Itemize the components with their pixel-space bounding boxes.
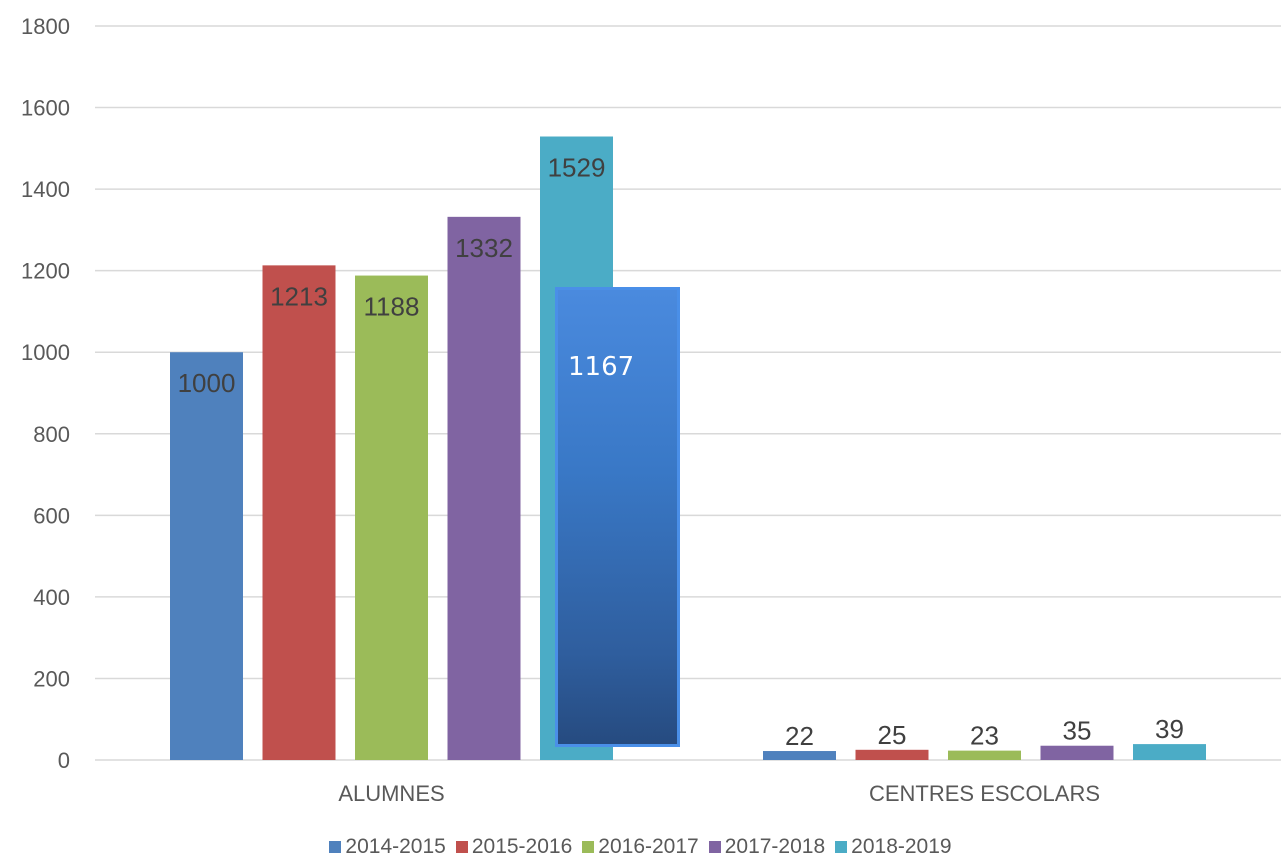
legend-swatch <box>708 841 721 853</box>
x-axis: ALUMNES CENTRES ESCOLARS <box>338 781 1100 806</box>
data-label: 39 <box>1155 714 1184 744</box>
y-tick-label: 400 <box>33 585 70 610</box>
data-label: 1213 <box>270 281 328 311</box>
legend-label: 2015-2016 <box>471 835 573 858</box>
legend-item: 2014-2015 <box>329 835 446 859</box>
y-tick-label: 0 <box>58 748 70 773</box>
legend-swatch <box>455 841 468 853</box>
legend-swatch <box>582 841 595 853</box>
y-tick-label: 1200 <box>21 259 70 284</box>
category-label: ALUMNES <box>338 781 444 806</box>
y-tick-label: 800 <box>33 422 70 447</box>
bar-2017-2018 <box>447 216 521 761</box>
data-label: 1332 <box>455 233 513 263</box>
legend-swatch <box>329 841 342 853</box>
data-label: 1188 <box>364 292 420 322</box>
data-label: 35 <box>1063 716 1092 746</box>
data-label: 25 <box>878 720 907 750</box>
legend-label: 2018-2019 <box>851 835 952 858</box>
bar-2015-2016 <box>855 749 929 760</box>
highlighted-value-label: 1167 <box>568 352 635 382</box>
y-tick-label: 200 <box>33 666 70 691</box>
bar-2016-2017 <box>355 275 428 760</box>
data-label: 22 <box>785 721 814 751</box>
bar-2014-2015 <box>170 352 243 760</box>
data-label: 23 <box>970 721 999 751</box>
category-label: CENTRES ESCOLARS <box>869 781 1100 806</box>
bars <box>170 136 1206 761</box>
legend-item: 2016-2017 <box>582 835 699 859</box>
legend-label: 2014-2015 <box>345 835 446 858</box>
bar-2014-2015 <box>763 751 836 760</box>
data-labels: 1000 1213 1188 1332 1529 22 25 23 35 39 <box>178 153 1184 752</box>
legend-label: 2016-2017 <box>598 835 699 858</box>
bar-2018-2019 <box>1133 744 1206 760</box>
data-label: 1529 <box>548 153 606 183</box>
y-tick-label: 1400 <box>21 177 70 202</box>
y-tick-label: 1000 <box>21 340 70 365</box>
bar-2016-2017 <box>948 750 1021 760</box>
y-tick-label: 600 <box>33 503 70 528</box>
bar-chart: 0 200 400 600 800 1000 1200 1400 1600 1800 1000 12… <box>21 14 1281 806</box>
bar-2015-2016 <box>262 265 336 760</box>
legend: 2014-2015 2015-2016 2016-2017 2017-2018 2018… <box>0 832 1281 862</box>
legend-label: 2017-2018 <box>724 835 826 858</box>
bar-2017-2018 <box>1040 745 1114 760</box>
data-label: 1000 <box>178 368 236 398</box>
y-tick-label: 1800 <box>21 14 70 39</box>
y-tick-label: 1600 <box>21 96 70 121</box>
legend-item: 2015-2016 <box>455 835 573 859</box>
legend-item: 2017-2018 <box>708 835 826 859</box>
legend-swatch <box>835 841 848 853</box>
legend-item: 2018-2019 <box>835 835 952 859</box>
highlighted-value-box: 1167 <box>555 287 680 747</box>
y-axis: 0 200 400 600 800 1000 1200 1400 1600 1800 <box>21 14 70 773</box>
